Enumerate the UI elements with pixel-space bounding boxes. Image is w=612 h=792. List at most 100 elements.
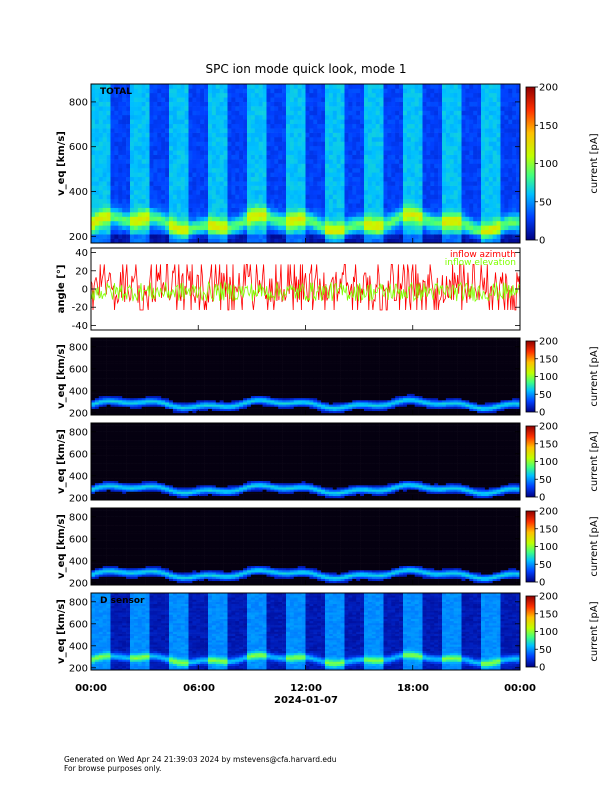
spectrogram-cell — [200, 163, 205, 169]
spectrogram-cell — [145, 114, 150, 120]
spectrogram-cell — [434, 137, 439, 142]
spectrogram-cell — [453, 141, 458, 147]
spectrogram-cell — [126, 234, 131, 239]
spectrogram-cell — [94, 154, 100, 160]
spectrogram-cell — [153, 406, 158, 409]
spectrogram-cell — [180, 382, 185, 386]
spectrogram-cell — [383, 194, 388, 200]
spectrogram-cell — [200, 154, 205, 160]
spectrogram-cell — [305, 106, 310, 111]
spectrogram-cell — [180, 145, 185, 151]
spectrogram-cell — [153, 342, 158, 345]
spectrogram-cell — [141, 141, 146, 147]
spectrogram-cell — [367, 141, 373, 147]
spectrogram-cell — [469, 190, 474, 195]
spectrogram-cell — [91, 128, 96, 133]
spectrogram-cell — [145, 141, 150, 147]
spectrogram-cell — [395, 212, 400, 217]
spectrogram-cell — [465, 97, 470, 102]
spectrogram-cell — [172, 367, 178, 371]
spectrogram-cell — [122, 355, 127, 358]
spectrogram-cell — [274, 198, 279, 204]
spectrogram-cell — [231, 229, 236, 235]
spectrogram-cell — [184, 114, 189, 120]
spectrogram-cell — [239, 88, 244, 94]
spectrogram-cell — [410, 92, 415, 98]
spectrogram-cell — [91, 365, 96, 369]
spectrogram-cell — [169, 357, 174, 360]
spectrogram-cell — [98, 346, 103, 349]
spectrogram-cell — [172, 132, 178, 138]
spectrogram-cell — [141, 229, 146, 235]
spectrogram-cell — [414, 92, 419, 98]
spectrogram-cell — [395, 84, 400, 89]
spectrogram-cell — [414, 137, 419, 142]
spectrogram-cell — [332, 194, 337, 200]
spectrogram-cell — [130, 159, 135, 164]
spectrogram-cell — [161, 397, 166, 401]
spectrogram-cell — [130, 359, 135, 362]
legend-entry: inflow elevation — [445, 258, 516, 268]
spectrogram-cell — [91, 374, 96, 377]
spectrogram-cell — [266, 145, 271, 151]
spectrogram-cell — [364, 167, 369, 173]
spectrogram-cell — [512, 119, 517, 125]
spectrogram-cell — [118, 167, 123, 173]
spectrogram-cell — [223, 92, 228, 98]
spectrogram-cell — [453, 212, 458, 217]
spectrogram-cell — [153, 207, 158, 213]
spectrogram-cell — [496, 163, 501, 169]
spectrogram-cell — [126, 395, 131, 399]
spectrogram-cell — [188, 363, 193, 367]
spectrogram-cell — [153, 346, 158, 349]
spectrogram-cell — [172, 141, 178, 147]
spectrogram-cell — [418, 185, 423, 191]
spectrogram-cell — [94, 357, 100, 360]
spectrogram-cell — [293, 185, 298, 191]
spectrogram-cell — [379, 123, 384, 129]
spectrogram-cell — [250, 220, 256, 226]
spectrogram-cell — [301, 159, 306, 164]
spectrogram-cell — [106, 400, 111, 403]
spectrogram-cell — [184, 363, 189, 367]
spectrogram-cell — [239, 119, 244, 125]
spectrogram-cell — [231, 185, 236, 191]
spectrogram-cell — [122, 176, 127, 182]
spectrogram-cell — [313, 163, 318, 169]
spectrogram-cell — [180, 338, 185, 341]
spectrogram-cell — [434, 106, 439, 111]
spectrogram-cell — [91, 101, 96, 107]
spectrogram-cell — [149, 355, 154, 358]
spectrogram-cell — [250, 92, 256, 98]
spectrogram-cell — [457, 185, 462, 191]
spectrogram-cell — [153, 172, 158, 178]
spectrogram-cell — [473, 114, 478, 120]
spectrogram-cell — [352, 101, 357, 107]
spectrogram-cell — [352, 141, 357, 147]
spectrogram-cell — [98, 385, 103, 388]
spectrogram-cell — [449, 238, 454, 244]
spectrogram-cell — [122, 212, 127, 217]
spectrogram-cell — [328, 150, 334, 155]
spectrogram-cell — [438, 150, 443, 155]
spectrogram-cell — [438, 119, 443, 125]
spectrogram-cell — [102, 391, 107, 394]
colorbar-label: current [pA] — [589, 133, 600, 193]
spectrogram-cell — [274, 106, 279, 111]
spectrogram-cell — [282, 123, 287, 129]
spectrogram-cell — [406, 119, 412, 125]
spectrogram-cell — [149, 106, 154, 111]
spectrogram-cell — [149, 400, 154, 403]
spectrogram-cell — [477, 84, 482, 89]
spectrogram-cell — [399, 181, 404, 186]
spectrogram-cell — [133, 128, 139, 133]
spectrogram-cell — [130, 385, 135, 388]
spectrogram-cell — [243, 84, 248, 89]
spectrogram-cell — [481, 185, 486, 191]
spectrogram-cell — [165, 382, 170, 386]
spectrogram-cell — [208, 225, 213, 231]
spectrogram-cell — [328, 163, 334, 169]
spectrogram-cell — [278, 234, 283, 239]
spectrogram-cell — [274, 145, 279, 151]
spectrogram-cell — [364, 114, 369, 120]
